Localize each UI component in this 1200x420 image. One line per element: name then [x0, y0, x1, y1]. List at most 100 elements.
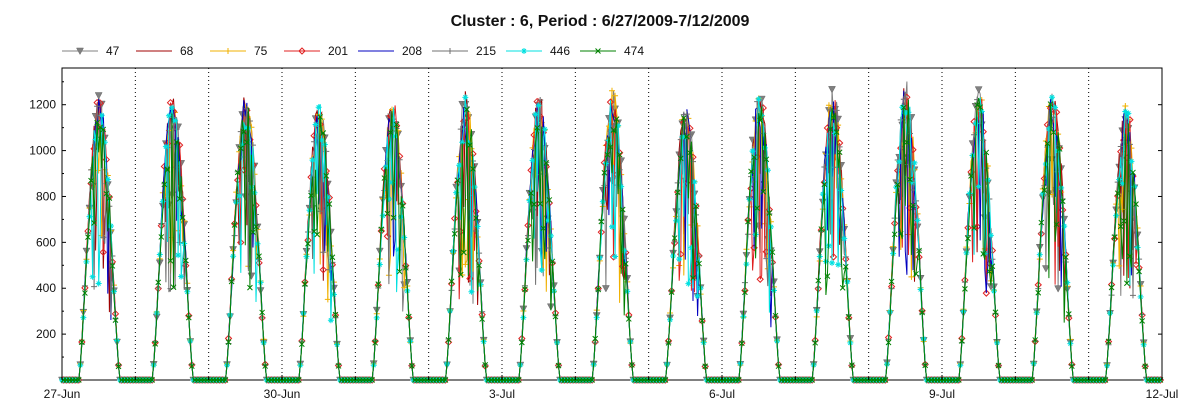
series-marker	[908, 179, 915, 186]
series-marker	[1120, 218, 1127, 224]
series-marker	[622, 260, 629, 267]
series-marker	[1130, 169, 1136, 176]
series-marker	[975, 183, 982, 190]
series-marker	[447, 48, 453, 54]
series-marker	[1116, 262, 1123, 269]
series-marker	[468, 288, 475, 295]
series-marker	[309, 157, 316, 164]
series-marker	[537, 200, 544, 207]
series-marker	[555, 362, 562, 369]
series-marker	[1044, 140, 1051, 147]
series-marker	[387, 129, 394, 136]
series-marker	[1124, 280, 1130, 287]
series-marker	[99, 248, 107, 256]
series-marker	[1053, 221, 1060, 228]
series-marker	[589, 377, 595, 383]
series-marker	[896, 158, 903, 165]
series-marker	[541, 126, 548, 133]
series-marker	[1032, 337, 1039, 343]
series-marker	[911, 159, 918, 166]
series-marker	[809, 377, 815, 383]
series-marker	[442, 377, 449, 383]
series-marker	[1039, 190, 1046, 197]
series-marker	[375, 281, 382, 288]
series-marker	[978, 108, 985, 115]
series-marker	[101, 139, 108, 146]
series-marker	[473, 215, 479, 221]
series-marker	[665, 340, 672, 346]
series-marker	[244, 139, 250, 146]
series-marker	[369, 377, 375, 383]
series-marker	[464, 106, 470, 113]
series-marker	[222, 377, 229, 383]
series-marker	[97, 124, 104, 131]
series-marker	[756, 275, 764, 283]
series-marker	[609, 223, 615, 230]
series-marker	[838, 187, 845, 194]
series-marker	[324, 194, 331, 201]
series-marker	[676, 256, 683, 263]
series-marker	[629, 362, 635, 368]
series-marker	[618, 183, 625, 190]
series-marker	[240, 129, 247, 135]
series-marker	[902, 110, 909, 117]
series-marker	[456, 162, 463, 169]
series-marker	[754, 205, 760, 212]
series-marker	[522, 286, 528, 293]
series-marker	[625, 316, 632, 322]
series-marker	[686, 131, 693, 138]
series-marker	[894, 181, 901, 188]
series-marker	[687, 149, 693, 156]
series-marker	[552, 313, 559, 320]
series-marker	[615, 122, 622, 129]
series-marker	[598, 218, 605, 225]
series-marker	[320, 249, 327, 256]
series-marker	[772, 312, 779, 319]
series-marker	[616, 151, 623, 158]
series-marker	[298, 47, 306, 55]
series-marker	[82, 290, 88, 296]
series-marker	[900, 104, 907, 111]
series-marker	[259, 309, 265, 316]
series-marker	[1052, 104, 1059, 111]
series-marker	[474, 223, 481, 230]
series-marker	[973, 222, 981, 231]
series-marker	[1029, 377, 1035, 383]
series-marker	[882, 377, 889, 383]
series-marker	[909, 186, 916, 193]
series-marker	[601, 169, 608, 176]
series-marker	[305, 240, 311, 247]
series-marker	[893, 184, 900, 191]
series-marker	[1061, 223, 1068, 230]
series-marker	[91, 220, 97, 226]
series-marker	[396, 156, 403, 163]
series-marker	[1062, 254, 1069, 260]
series-marker	[167, 257, 174, 264]
series-marker	[1050, 129, 1057, 136]
series-marker	[389, 179, 395, 186]
series-marker	[829, 259, 835, 266]
series-marker	[595, 48, 601, 54]
series-marker	[1045, 125, 1052, 132]
series-marker	[983, 149, 990, 156]
series-marker	[379, 212, 386, 219]
series-marker	[763, 156, 770, 163]
series-marker	[326, 201, 333, 207]
series-marker	[543, 160, 550, 166]
series-marker	[827, 126, 834, 132]
series-marker	[968, 173, 974, 179]
series-marker	[462, 94, 469, 101]
x-tick-label: 27-Jun	[44, 387, 81, 401]
series-marker	[966, 190, 973, 197]
series-marker	[821, 181, 828, 188]
chart-title: Cluster : 6, Period : 6/27/2009-7/12/200…	[451, 13, 750, 30]
series-marker	[538, 266, 545, 273]
series-marker	[1059, 198, 1066, 205]
series-marker	[234, 169, 241, 176]
series-marker	[107, 222, 114, 229]
series-marker	[519, 339, 525, 346]
series-marker	[824, 273, 831, 279]
series-marker	[173, 139, 180, 145]
series-marker	[109, 263, 116, 269]
